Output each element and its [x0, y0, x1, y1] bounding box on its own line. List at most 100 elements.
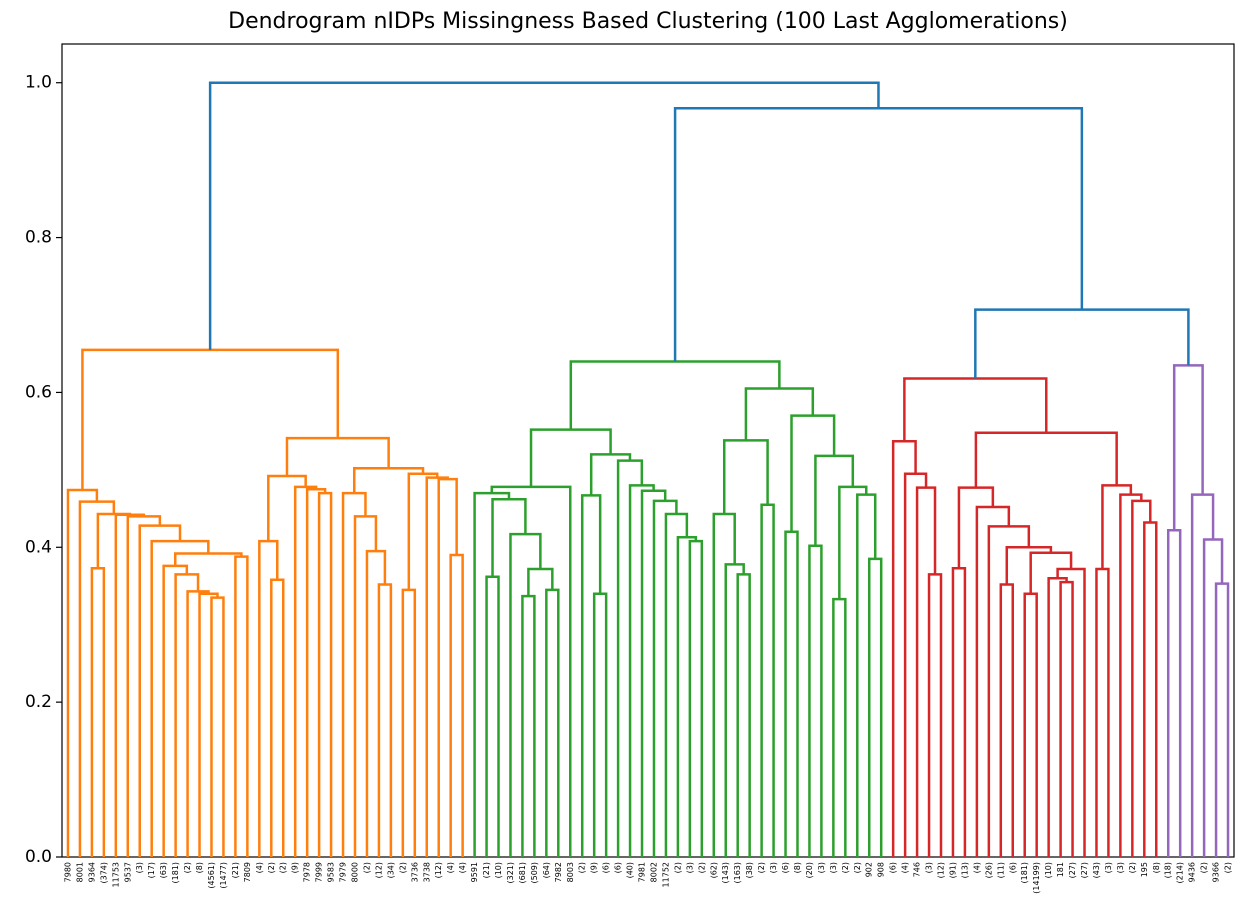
dendrogram-link: [1005, 546, 1053, 585]
leaf-label: (64): [542, 862, 551, 878]
dendrogram-link: [401, 588, 417, 857]
leaf-label: (4): [901, 862, 910, 873]
leaf-label: (34): [386, 862, 395, 878]
leaf-label: (2): [1128, 862, 1137, 873]
dendrogram-link: [838, 485, 868, 600]
leaf-label: (6): [614, 862, 623, 873]
leaf-label: (2): [1200, 862, 1209, 873]
leaf-label: 7980: [63, 862, 72, 882]
dendrogram-link: [951, 566, 967, 857]
leaf-label: (3): [817, 862, 826, 873]
dendrogram-link: [784, 530, 799, 857]
dendrogram-link: [867, 557, 883, 857]
dendrogram-link: [652, 499, 678, 857]
dendrogram-link: [126, 515, 162, 857]
dendrogram-link: [66, 488, 99, 857]
leaf-label: (509): [530, 862, 539, 884]
leaf-label: (2): [673, 862, 682, 873]
dendrogram-link: [1143, 521, 1158, 857]
leaf-label: (4): [255, 862, 264, 873]
dendrogram-link: [509, 532, 542, 857]
leaf-label: (21): [231, 862, 240, 878]
dendrogram-link: [592, 592, 608, 857]
leaf-label: 902: [865, 862, 874, 877]
dendrogram-link: [293, 485, 318, 857]
dendrogram-link: [449, 553, 464, 857]
dendrogram-link: [724, 563, 745, 857]
dendrogram-link: [1190, 493, 1215, 857]
leaf-label: 9583: [327, 862, 336, 882]
leaf-label: (27): [1068, 862, 1077, 878]
leaf-label: 7981: [638, 862, 647, 882]
leaf-label: (3): [1116, 862, 1125, 873]
dendrogram-link: [580, 494, 602, 857]
dendrogram-link: [903, 472, 928, 857]
dendrogram-link: [485, 575, 500, 857]
leaf-label: (2): [757, 862, 766, 873]
leaf-label: (3): [685, 862, 694, 873]
leaf-label: (14199): [1032, 862, 1041, 894]
dendrogram-link: [198, 592, 219, 857]
dendrogram-link: [814, 454, 855, 546]
dendrogram-link: [138, 524, 182, 857]
leaf-label: (181): [171, 862, 180, 884]
dendrogram-link: [1056, 567, 1086, 857]
dendrogram-link: [856, 493, 877, 857]
leaf-label: (214): [1176, 862, 1185, 884]
leaf-label: 9366: [1212, 862, 1221, 882]
leaf-label: 746: [913, 862, 922, 877]
leaf-label: (38): [745, 862, 754, 878]
leaf-label: (681): [518, 862, 527, 884]
leaf-label: (4): [446, 862, 455, 873]
leaf-label: (9): [590, 862, 599, 873]
dendrogram-link: [78, 500, 116, 857]
dendrogram-link: [341, 491, 367, 857]
dendrogram-link: [174, 573, 200, 857]
leaf-label: 8002: [649, 862, 658, 882]
dendrogram-link: [832, 597, 847, 857]
leaf-label: (27): [1080, 862, 1089, 878]
leaf-label: (143): [721, 862, 730, 884]
leaf-label: 8001: [75, 862, 84, 882]
y-tick-label: 0.2: [25, 692, 52, 712]
leaf-label: 8000: [351, 862, 360, 882]
dendrogram-link: [790, 414, 836, 532]
leaf-label: 3738: [422, 862, 431, 882]
dendrogram-link: [987, 525, 1031, 857]
dendrogram-link: [545, 588, 560, 857]
chart-title: Dendrogram nIDPs Missingness Based Clust…: [228, 9, 1068, 34]
leaf-label: (6): [781, 862, 790, 873]
leaf-label: (2): [267, 862, 276, 873]
leaf-label: (2): [841, 862, 850, 873]
leaf-label: (3): [829, 862, 838, 873]
leaf-label: (2): [697, 862, 706, 873]
leaf-label: (6): [1008, 862, 1017, 873]
dendrogram-link: [317, 491, 333, 857]
leaf-label: (10): [494, 862, 503, 878]
dendrogram-link: [999, 583, 1015, 857]
leaf-label: (6): [602, 862, 611, 873]
leaf-label: (6): [889, 862, 898, 873]
dendrogram-link: [234, 555, 249, 857]
leaf-label: 7809: [243, 862, 252, 882]
dendrogram-link: [162, 564, 189, 857]
dendrogram-link: [688, 539, 704, 857]
dendrogram-link: [173, 552, 243, 566]
leaf-label: (2): [578, 862, 587, 873]
dendrogram-link: [353, 467, 425, 494]
leaf-label: (4): [458, 862, 467, 873]
leaf-label: (2): [183, 862, 192, 873]
leaf-label: (12): [434, 862, 443, 878]
y-tick-label: 0.0: [25, 847, 52, 867]
leaf-label: (2): [853, 862, 862, 873]
dendrogram-link: [736, 573, 751, 857]
leaf-label: (26): [984, 862, 993, 878]
leaf-label: (4561): [207, 862, 216, 889]
dendrogram-link: [529, 428, 612, 487]
leaf-label: (21): [482, 862, 491, 878]
dendrogram-link: [491, 498, 527, 577]
dendrogram-link: [208, 81, 880, 350]
leaf-label: 9364: [87, 862, 96, 882]
dendrogram-link: [1131, 499, 1152, 857]
leaf-label: 7978: [303, 862, 312, 882]
